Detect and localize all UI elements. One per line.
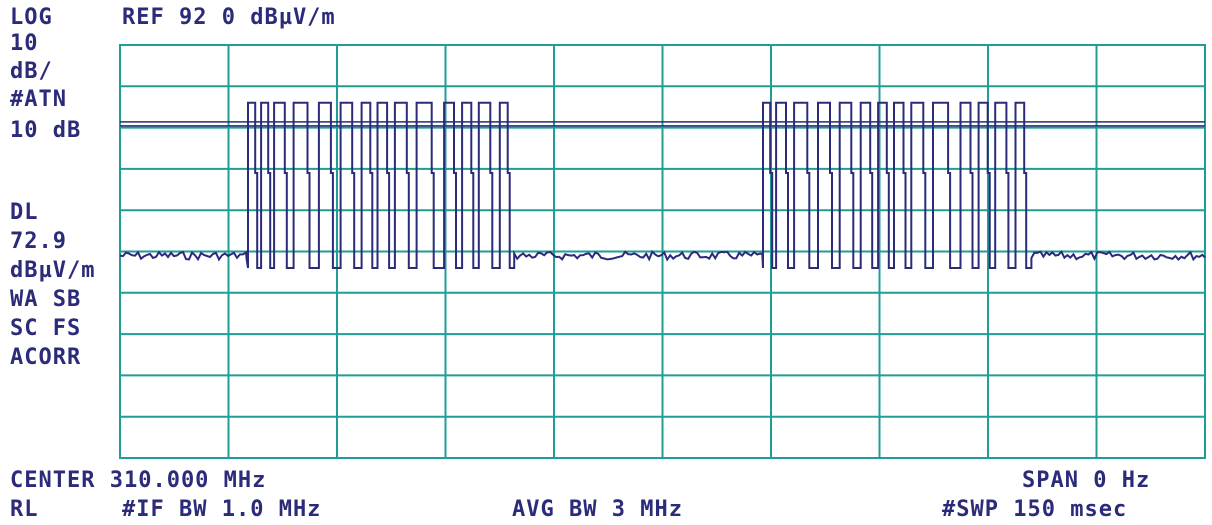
side-line-attenuation-label: #ATN — [10, 87, 67, 112]
side-line-sc-fs: SC FS — [10, 316, 81, 341]
side-line-display-line-unit: dBµV/m — [10, 258, 95, 283]
plot-frame — [119, 44, 1206, 459]
if-bandwidth-label: #IF BW 1.0 MHz — [122, 497, 321, 522]
side-line-wa-sb: WA SB — [10, 287, 81, 312]
signal-trace — [119, 101, 1206, 269]
reference-level-label: REF 92 0 dBµV/m — [122, 5, 336, 30]
side-line-scale-div: 10 — [10, 31, 39, 56]
side-line-display-line-label: DL — [10, 200, 39, 225]
side-line-scale-unit: dB/ — [10, 59, 53, 84]
side-panel: 10 dB/ #ATN 10 dB DL 72.9 dBµV/m WA SB S… — [10, 31, 95, 370]
center-frequency-label: CENTER 310.000 MHz — [10, 468, 266, 493]
rl-label: RL — [10, 497, 39, 522]
side-line-acorr: ACORR — [10, 345, 81, 370]
span-label: SPAN 0 Hz — [1022, 468, 1150, 493]
side-line-display-line-value: 72.9 — [10, 229, 67, 254]
side-line-attenuation-value: 10 dB — [10, 118, 81, 143]
sweep-time-label: #SWP 150 msec — [942, 497, 1127, 522]
average-bandwidth-label: AVG BW 3 MHz — [512, 497, 683, 522]
scale-mode-label: LOG — [10, 5, 53, 30]
